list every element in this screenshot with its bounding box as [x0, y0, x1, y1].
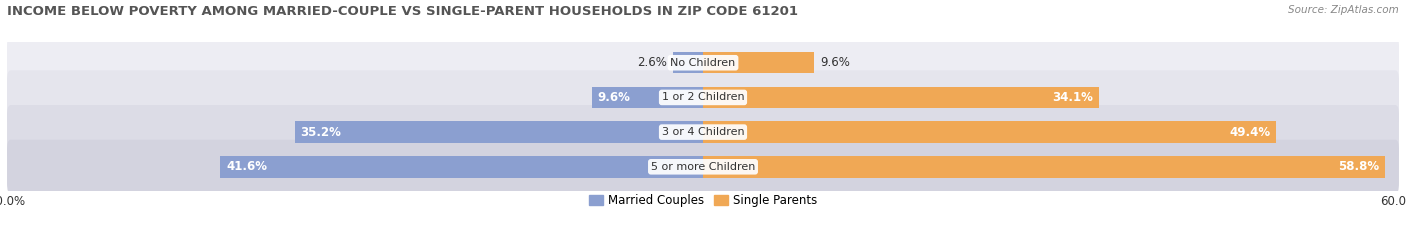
Text: INCOME BELOW POVERTY AMONG MARRIED-COUPLE VS SINGLE-PARENT HOUSEHOLDS IN ZIP COD: INCOME BELOW POVERTY AMONG MARRIED-COUPL… — [7, 5, 799, 18]
Text: 41.6%: 41.6% — [226, 160, 267, 173]
Bar — [673, 52, 703, 73]
Text: 34.1%: 34.1% — [1052, 91, 1092, 104]
Bar — [703, 156, 1385, 178]
Legend: Married Couples, Single Parents: Married Couples, Single Parents — [585, 190, 821, 212]
Bar — [703, 52, 814, 73]
Text: 3 or 4 Children: 3 or 4 Children — [662, 127, 744, 137]
Text: 49.4%: 49.4% — [1229, 126, 1270, 139]
Text: 5 or more Children: 5 or more Children — [651, 162, 755, 172]
Text: 9.6%: 9.6% — [820, 56, 851, 69]
Text: 9.6%: 9.6% — [598, 91, 630, 104]
Bar — [295, 121, 703, 143]
Bar — [221, 156, 703, 178]
Text: 1 or 2 Children: 1 or 2 Children — [662, 93, 744, 103]
Bar — [703, 121, 1277, 143]
FancyBboxPatch shape — [7, 70, 1399, 124]
Text: 35.2%: 35.2% — [301, 126, 342, 139]
Text: 2.6%: 2.6% — [637, 56, 666, 69]
FancyBboxPatch shape — [7, 36, 1399, 90]
Text: 58.8%: 58.8% — [1339, 160, 1379, 173]
Text: Source: ZipAtlas.com: Source: ZipAtlas.com — [1288, 5, 1399, 15]
Bar — [592, 87, 703, 108]
Bar — [703, 87, 1098, 108]
FancyBboxPatch shape — [7, 140, 1399, 194]
Text: No Children: No Children — [671, 58, 735, 68]
FancyBboxPatch shape — [7, 105, 1399, 159]
